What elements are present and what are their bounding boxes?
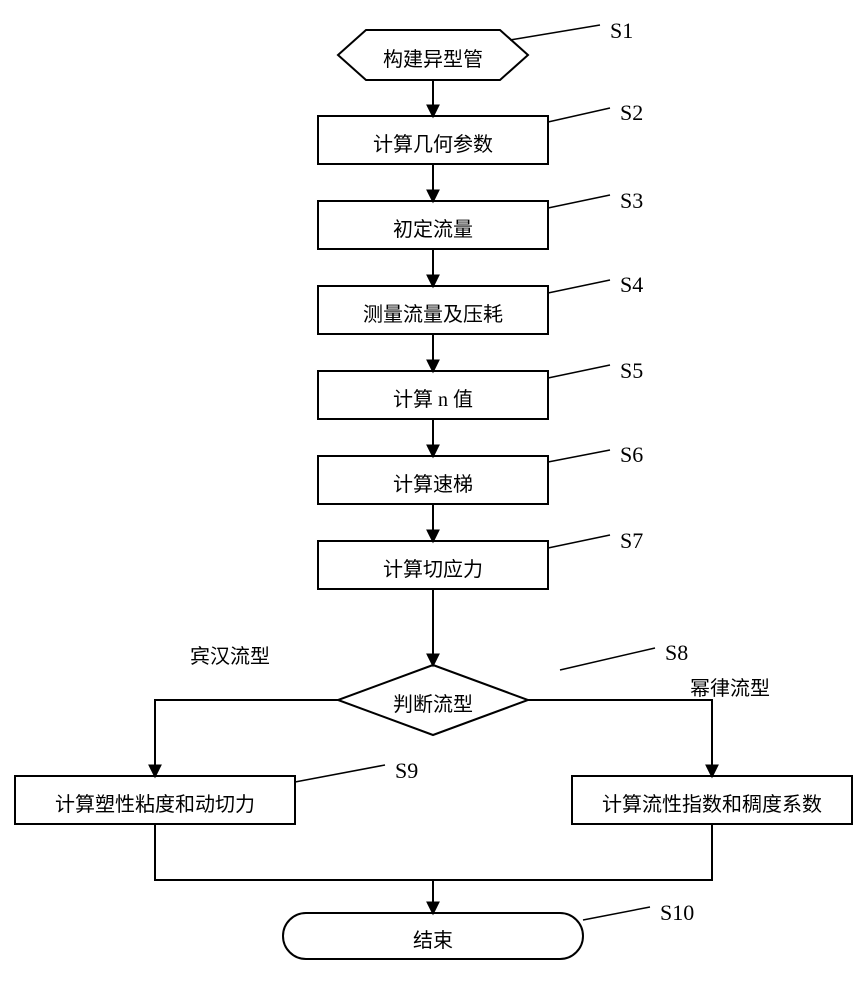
node-text-s6: 计算速梯	[233, 468, 633, 497]
edge-9	[155, 824, 433, 880]
node-text-s7: 计算切应力	[233, 553, 633, 582]
leader-3	[548, 280, 610, 293]
step-label-s7: S7	[620, 528, 643, 554]
branch-label-1: 幂律流型	[690, 672, 770, 701]
node-text-s2: 计算几何参数	[233, 128, 633, 157]
node-text-s1: 构建异型管	[233, 43, 633, 72]
node-text-s3: 初定流量	[233, 213, 633, 242]
leader-2	[548, 195, 610, 208]
leader-9	[583, 907, 650, 920]
node-text-s9L: 计算塑性粘度和动切力	[0, 788, 355, 817]
flowchart-container: 构建异型管S1 计算几何参数S2 初定流量S3 测量流量及压耗S4 计算 n 值S5 计算…	[0, 0, 867, 1000]
step-label-s6: S6	[620, 442, 643, 468]
leader-0	[510, 25, 600, 40]
node-text-s9R: 计算流性指数和稠度系数	[512, 788, 867, 817]
leader-8	[295, 765, 385, 782]
leader-6	[548, 535, 610, 548]
step-label-s2: S2	[620, 100, 643, 126]
step-label-s10: S10	[660, 900, 694, 926]
node-text-s10: 结束	[233, 924, 633, 953]
leader-7	[560, 648, 655, 670]
step-label-s4: S4	[620, 272, 643, 298]
node-text-s4: 测量流量及压耗	[233, 298, 633, 327]
step-label-s9L: S9	[395, 758, 418, 784]
step-label-s8: S8	[665, 640, 688, 666]
leader-4	[548, 365, 610, 378]
node-text-s5: 计算 n 值	[233, 383, 633, 412]
leader-1	[548, 108, 610, 122]
step-label-s1: S1	[610, 18, 633, 44]
step-label-s5: S5	[620, 358, 643, 384]
edge-10	[433, 824, 712, 880]
branch-label-0: 宾汉流型	[190, 640, 270, 669]
leader-5	[548, 450, 610, 462]
step-label-s3: S3	[620, 188, 643, 214]
node-text-s8: 判断流型	[233, 688, 633, 717]
